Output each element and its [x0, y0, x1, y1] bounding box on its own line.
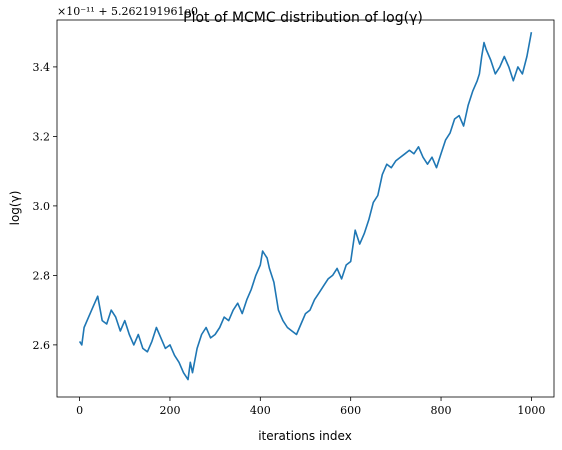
y-tick-label: 3.2 — [33, 130, 51, 143]
x-tick-label: 0 — [76, 404, 83, 417]
y-tick-label: 3.0 — [33, 200, 51, 213]
y-tick-label: 2.8 — [33, 269, 51, 282]
x-tick-label: 400 — [250, 404, 271, 417]
y-tick-label: 3.4 — [33, 61, 51, 74]
series-line-0 — [78, 32, 533, 381]
y-axis-label: log(γ) — [8, 191, 22, 226]
series-layer — [78, 32, 533, 381]
plot-frame — [56, 19, 555, 398]
x-tick-label: 800 — [431, 404, 452, 417]
y-offset-text: ×10⁻¹¹ + 5.262191961e0 — [57, 5, 198, 18]
y-tick-label: 2.6 — [33, 339, 51, 352]
chart-title: Plot of MCMC distribution of log(γ) — [183, 10, 423, 26]
x-tick-label: 600 — [340, 404, 361, 417]
y-axis: 2.6 2.8 3.0 3.2 3.4 — [33, 61, 57, 352]
x-axis: 0 200 400 600 800 1000 — [76, 397, 545, 417]
x-tick-label: 1000 — [517, 404, 545, 417]
x-tick-label: 200 — [159, 404, 180, 417]
x-axis-label: iterations index — [258, 429, 352, 443]
